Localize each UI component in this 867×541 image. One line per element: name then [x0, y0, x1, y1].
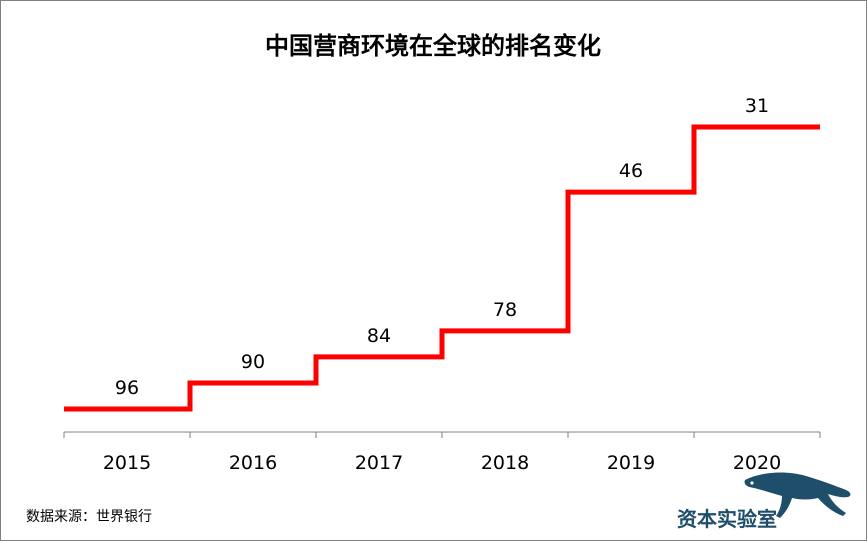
data-label-2017: 84 — [367, 325, 391, 347]
x-tick-label-2016: 2016 — [229, 452, 277, 474]
brand-logo: 资本实验室 — [677, 472, 851, 531]
series-step-line — [64, 124, 820, 412]
data-labels: 96 90 84 78 46 31 — [115, 95, 769, 399]
data-label-2020: 31 — [745, 95, 769, 117]
leopard-icon — [744, 472, 851, 518]
source-note: 数据来源：世界银行 — [26, 509, 152, 525]
chart-title: 中国营商环境在全球的排名变化 — [265, 32, 601, 60]
brand-logo-text: 资本实验室 — [677, 507, 777, 531]
x-tick-label-2019: 2019 — [607, 452, 655, 474]
x-tick-label-2015: 2015 — [103, 452, 151, 474]
x-tick-label-2020: 2020 — [733, 452, 781, 474]
x-axis: 2015 2016 2017 2018 2019 2020 — [63, 431, 821, 474]
data-label-2016: 90 — [241, 351, 265, 373]
x-tick-label-2018: 2018 — [481, 452, 529, 474]
data-label-2015: 96 — [115, 377, 139, 399]
data-label-2019: 46 — [619, 160, 643, 182]
x-tick-label-2017: 2017 — [355, 452, 403, 474]
data-label-2018: 78 — [493, 299, 517, 321]
series-group — [64, 124, 820, 412]
